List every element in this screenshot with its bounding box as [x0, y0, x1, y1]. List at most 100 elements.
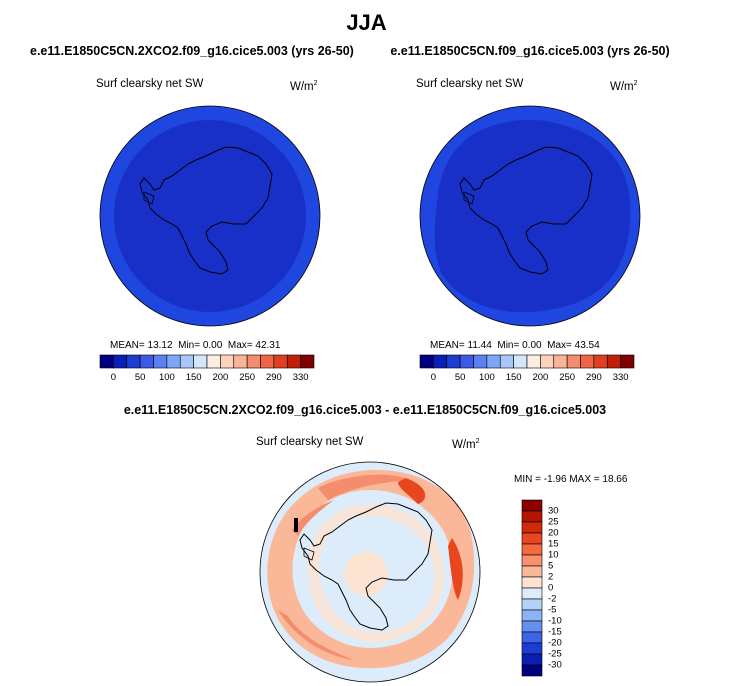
colorbar-swatch [566, 354, 581, 369]
colorbar-swatch [206, 354, 221, 369]
colorbar-swatch [273, 354, 288, 369]
colorbar-swatch [473, 354, 488, 369]
colorbar-swatch [179, 354, 194, 369]
panel2-variable-label: Surf clearsky net SW [416, 78, 524, 90]
colorbar-swatch [606, 354, 621, 369]
diff-colorbar-swatch [521, 609, 543, 622]
colorbar-swatch [166, 354, 181, 369]
panel1-variable-label: Surf clearsky net SW [96, 78, 204, 90]
colorbar-swatch [553, 354, 568, 369]
colorbar-swatch [486, 354, 501, 369]
panel1-colorbar [99, 354, 315, 369]
colorbar-swatch [126, 354, 141, 369]
diff-colorbar-swatch [521, 653, 543, 666]
diff-colorbar-tick-label: 20 [548, 527, 559, 539]
colorbar-swatch [220, 354, 235, 369]
panel2-case-title: e.e11.E1850C5CN.f09_g16.cice5.003 (yrs 2… [390, 44, 670, 58]
main-title: JJA [346, 10, 387, 35]
colorbar-tick-label: 0 [430, 372, 437, 383]
colorbar-swatch [233, 354, 248, 369]
diff-colorbar-swatch [521, 499, 543, 512]
panel2-polar-map [419, 105, 641, 327]
diff-colorbar-swatch [521, 521, 543, 534]
diff-colorbar-tick-label: 2 [548, 571, 554, 583]
diff-colorbar-swatch [521, 631, 543, 644]
colorbar-tick-label: 250 [239, 372, 256, 383]
colorbar-swatch [459, 354, 474, 369]
diff-title: e.e11.E1850C5CN.2XCO2.f09_g16.cice5.003 … [123, 403, 607, 417]
colorbar-swatch [593, 354, 608, 369]
colorbar-swatch [246, 354, 261, 369]
diff-colorbar-tick-label: -25 [548, 648, 562, 660]
diff-colorbar-tick-label: -30 [548, 659, 562, 671]
colorbar-swatch [153, 354, 168, 369]
panel2-antarctica-coastline [459, 146, 593, 275]
diff-colorbar-swatch [521, 598, 543, 611]
colorbar-swatch [526, 354, 541, 369]
diff-colorbar-swatch [521, 587, 543, 600]
colorbar-swatch [286, 354, 301, 369]
diff-colorbar [521, 499, 543, 677]
colorbar-swatch [113, 354, 128, 369]
panel1-polar-map [99, 105, 321, 327]
diff-variable-label: Surf clearsky net SW [256, 436, 364, 448]
colorbar-swatch [300, 354, 315, 369]
diff-stats: MIN = -1.96 MAX = 18.66 [514, 474, 628, 485]
colorbar-swatch [446, 354, 461, 369]
colorbar-tick-label: 150 [505, 372, 522, 383]
diff-units-label: W/m2 [452, 438, 480, 451]
diff-colorbar-tick-label: -10 [548, 615, 562, 627]
colorbar-tick-label: 250 [559, 372, 576, 383]
colorbar-swatch [193, 354, 208, 369]
colorbar-tick-label: 290 [585, 372, 602, 383]
colorbar-tick-label: 200 [532, 372, 549, 383]
diff-colorbar-tick-label: 15 [548, 538, 559, 550]
colorbar-tick-label: 50 [134, 372, 146, 383]
colorbar-tick-label: 200 [212, 372, 229, 383]
colorbar-tick-label: 50 [454, 372, 466, 383]
diff-colorbar-swatch [521, 565, 543, 578]
diff-colorbar-tick-label: 30 [548, 505, 559, 517]
colorbar-swatch [499, 354, 514, 369]
colorbar-tick-label: 0 [110, 372, 117, 383]
panel1-units-label: W/m2 [290, 80, 318, 93]
colorbar-tick-label: 330 [292, 372, 309, 383]
diff-colorbar-swatch [521, 576, 543, 589]
panel1-stats: MEAN= 13.12 Min= 0.00 Max= 42.31 [110, 340, 281, 351]
colorbar-tick-label: 100 [478, 372, 495, 383]
diff-colorbar-tick-label: -20 [548, 637, 562, 649]
diff-colorbar-tick-label: 0 [548, 582, 554, 594]
colorbar-tick-label: 330 [612, 372, 629, 383]
diff-colorbar-swatch [521, 554, 543, 567]
diff-colorbar-tick-label: -5 [548, 604, 557, 616]
panel2-colorbar [419, 354, 635, 369]
panel2-colorbar-ticks: 0 50 100 150 200 250 290 330 [420, 372, 634, 384]
colorbar-swatch [139, 354, 154, 369]
colorbar-swatch [620, 354, 635, 369]
diff-colorbar-tick-label: -15 [548, 626, 562, 638]
colorbar-swatch [419, 354, 434, 369]
panel1-antarctica-coastline [139, 146, 273, 275]
colorbar-tick-label: 150 [185, 372, 202, 383]
diff-colorbar-tick-label: 10 [548, 549, 559, 561]
colorbar-swatch [540, 354, 555, 369]
diff-polar-map [259, 461, 481, 683]
diff-colorbar-tick-label: 25 [548, 516, 559, 528]
colorbar-swatch [433, 354, 448, 369]
colorbar-tick-label: 290 [265, 372, 282, 383]
diff-colorbar-swatch [521, 532, 543, 545]
colorbar-tick-label: 100 [158, 372, 175, 383]
panel2-units-label: W/m2 [610, 80, 638, 93]
diff-colorbar-swatch [521, 620, 543, 633]
diff-colorbar-swatch [521, 510, 543, 523]
panel2-stats: MEAN= 11.44 Min= 0.00 Max= 43.54 [430, 340, 600, 351]
colorbar-swatch [580, 354, 595, 369]
colorbar-swatch [99, 354, 114, 369]
colorbar-swatch [513, 354, 528, 369]
diff-colorbar-tick-label: -2 [548, 593, 557, 605]
diff-colorbar-tick-label: 5 [548, 560, 554, 572]
diff-colorbar-swatch [521, 543, 543, 556]
diff-antarctica-coastline [299, 502, 433, 631]
diff-colorbar-swatch [521, 642, 543, 655]
panel1-case-title: e.e11.E1850C5CN.2XCO2.f09_g16.cice5.003 … [30, 44, 354, 58]
